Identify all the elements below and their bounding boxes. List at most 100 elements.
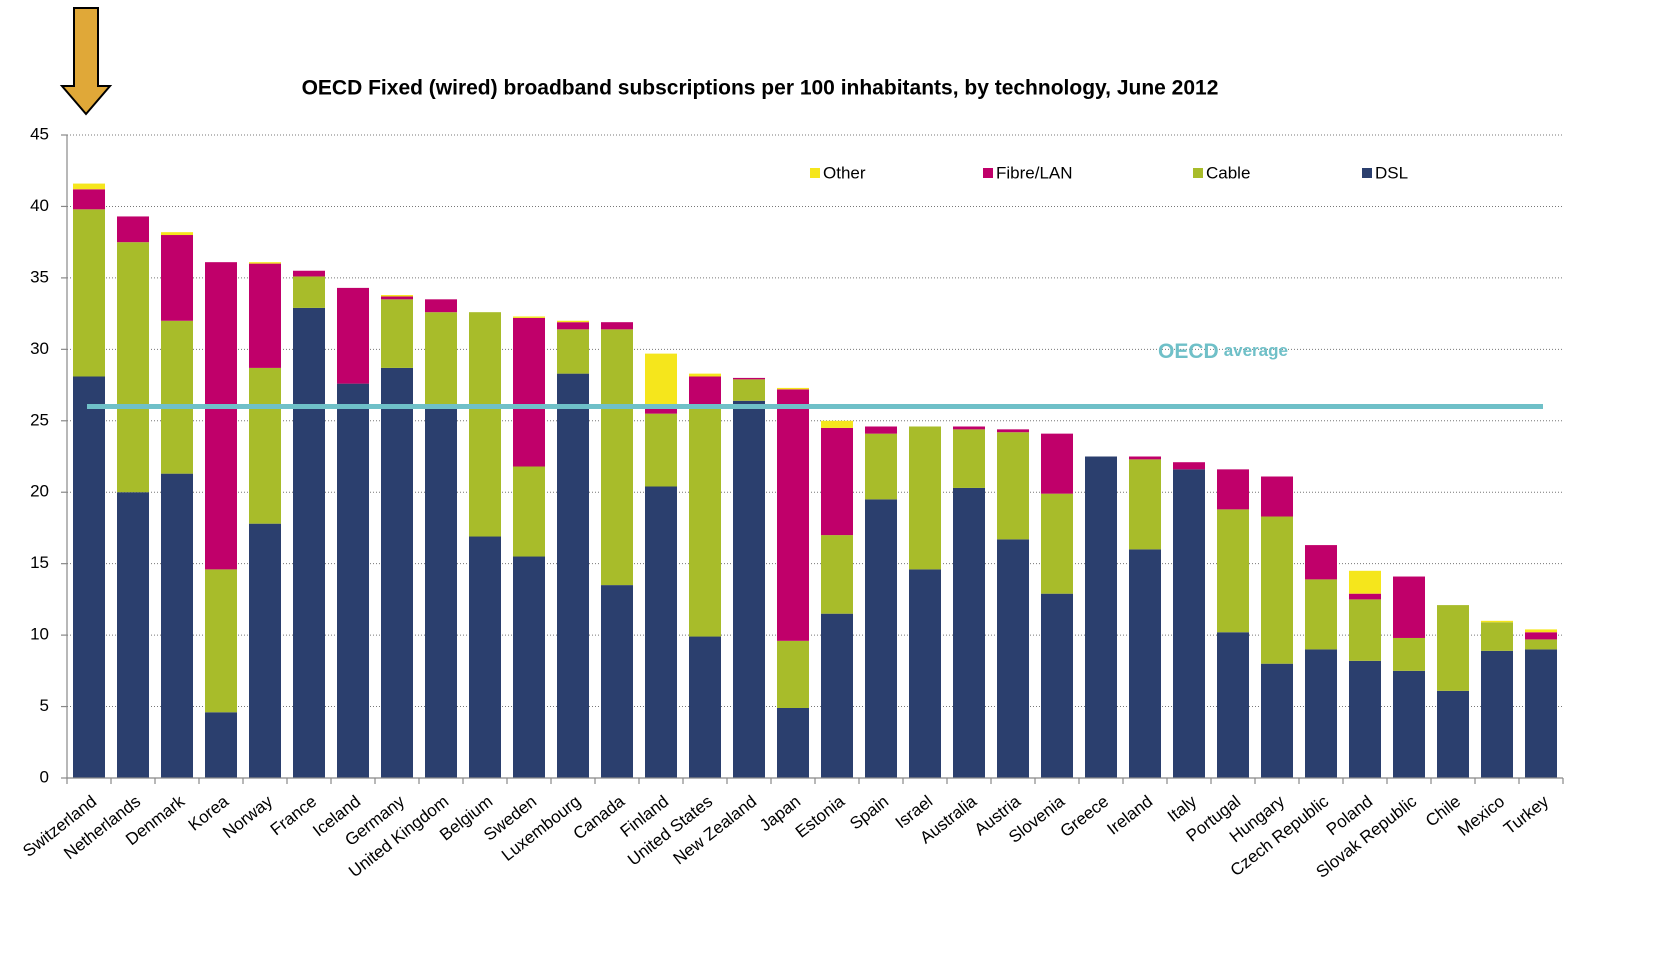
bar-segment: [469, 536, 501, 778]
bar-segment: [689, 376, 721, 407]
bar-segment: [293, 307, 325, 778]
x-tick-label: Ireland: [1104, 792, 1157, 839]
bar-segment: [821, 535, 853, 614]
bar-segment: [1129, 456, 1161, 460]
bar-segment: [1129, 549, 1161, 778]
legend-label: Fibre/LAN: [996, 163, 1073, 182]
bar-segment: [73, 183, 105, 190]
bar-segment: [865, 499, 897, 778]
y-tick-label: 40: [30, 196, 49, 215]
y-tick-label: 10: [30, 625, 49, 644]
y-tick-label: 15: [30, 553, 49, 572]
bar-segment: [425, 312, 457, 407]
bar-segment: [1525, 639, 1557, 650]
bar-segment: [425, 299, 457, 313]
bar-segment: [249, 263, 281, 368]
bar-segment: [601, 329, 633, 586]
bar-segment: [293, 276, 325, 308]
bar-segment: [909, 569, 941, 778]
bar-segment: [645, 353, 677, 408]
bar-segment: [1173, 462, 1205, 470]
average-label-part: average: [1224, 341, 1288, 360]
x-tick-label: Canada: [570, 791, 629, 843]
y-tick-label: 0: [40, 767, 49, 786]
bar-segment: [689, 406, 721, 637]
x-tick-label: Greece: [1057, 792, 1113, 841]
arrow-icon: [59, 7, 113, 116]
bar-segment: [777, 387, 809, 390]
bar-segment: [733, 379, 765, 401]
bar-segment: [1481, 620, 1513, 623]
bar-segment: [1349, 570, 1381, 594]
bar-segment: [1349, 599, 1381, 661]
legend-label: DSL: [1375, 163, 1408, 182]
bar-segment: [161, 232, 193, 236]
bar-segment: [645, 486, 677, 778]
bar-segment: [953, 426, 985, 430]
bar-segment: [557, 329, 589, 374]
legend-label: Other: [823, 163, 866, 182]
bar-segment: [205, 569, 237, 713]
legend-swatch: [1362, 168, 1372, 178]
bar-segment: [1525, 629, 1557, 633]
bar-segment: [1305, 649, 1337, 778]
bar-segment: [381, 296, 413, 300]
bar-segment: [1481, 650, 1513, 778]
bar-segment: [1349, 660, 1381, 778]
bar-segment: [557, 373, 589, 778]
bar-segment: [117, 242, 149, 493]
bar-segment: [1129, 459, 1161, 550]
bar-segment: [865, 426, 897, 434]
bar-segment: [205, 712, 237, 778]
y-tick-label: 30: [30, 339, 49, 358]
bar-segment: [1393, 576, 1425, 638]
bar-segment: [73, 209, 105, 377]
x-tick-label: Estonia: [792, 791, 849, 841]
bar-segment: [1525, 649, 1557, 778]
bar-segment: [1217, 509, 1249, 633]
bar-segment: [381, 295, 413, 297]
bar-segment: [601, 322, 633, 330]
bar-segment: [733, 377, 765, 380]
bar-segment: [1261, 476, 1293, 517]
bar-segment: [205, 262, 237, 570]
bar-segment: [1437, 605, 1469, 691]
average-label: OECD average: [1158, 340, 1288, 363]
bar-segment: [557, 322, 589, 330]
bar-segment: [381, 299, 413, 368]
bar-segment: [337, 287, 369, 384]
y-tick-label: 35: [30, 267, 49, 286]
bar-segment: [513, 316, 545, 318]
y-tick-label: 25: [30, 410, 49, 429]
bar-segment: [469, 312, 501, 537]
bar-segment: [645, 407, 677, 414]
bar-segment: [117, 492, 149, 778]
legend-swatch: [810, 168, 820, 178]
bar-segment: [1217, 632, 1249, 778]
bar-segment: [513, 317, 545, 467]
bar-segment: [161, 320, 193, 474]
bar-segment: [249, 367, 281, 524]
bar-segment: [645, 413, 677, 487]
bar-segment: [1481, 622, 1513, 651]
bar-segment: [1305, 579, 1337, 650]
x-tick-label: France: [267, 792, 320, 840]
x-tick-label: Turkey: [1500, 791, 1553, 838]
bar-segment: [73, 376, 105, 778]
bar-segment: [161, 473, 193, 778]
bar-segment: [1085, 456, 1117, 778]
bar-segment: [249, 262, 281, 264]
bar-segment: [425, 406, 457, 778]
bar-segment: [1261, 516, 1293, 664]
chart-title: OECD Fixed (wired) broadband subscriptio…: [302, 77, 1219, 100]
bar-segment: [381, 367, 413, 778]
bar-segment: [821, 427, 853, 536]
bar-segment: [1041, 593, 1073, 778]
bar-segment: [1261, 663, 1293, 778]
bar-segment: [689, 636, 721, 778]
bar-segment: [1041, 433, 1073, 494]
bar-segment: [997, 432, 1029, 540]
bar-segment: [997, 539, 1029, 778]
x-tick-label: Norway: [219, 791, 276, 842]
